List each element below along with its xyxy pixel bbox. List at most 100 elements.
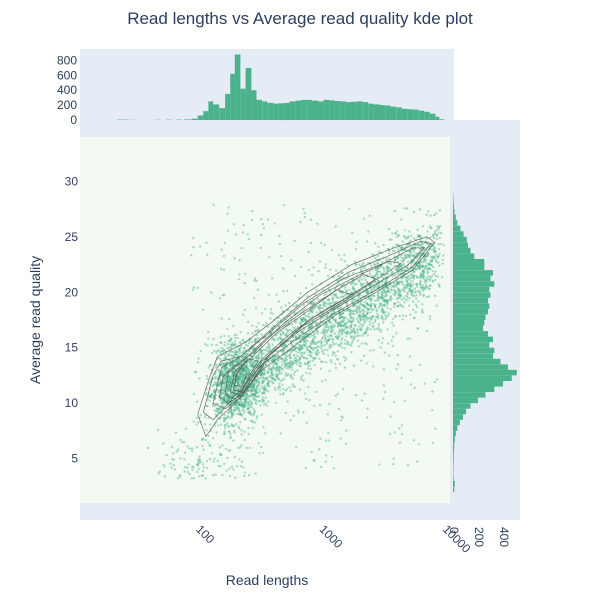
scatter-point [259, 404, 261, 406]
scatter-point [242, 231, 244, 233]
scatter-point [175, 432, 177, 434]
scatter-point [314, 357, 316, 359]
scatter-point [229, 449, 231, 451]
scatter-point [267, 342, 269, 344]
scatter-point [333, 319, 335, 321]
scatter-point [390, 263, 392, 265]
scatter-point [397, 292, 399, 294]
scatter-point [426, 296, 428, 298]
scatter-point [243, 412, 245, 414]
scatter-point [254, 472, 256, 474]
scatter-point [200, 414, 202, 416]
scatter-point [221, 373, 223, 375]
scatter-point [324, 294, 326, 296]
scatter-point [367, 334, 369, 336]
scatter-point [305, 372, 307, 374]
top-histogram-bar [385, 106, 391, 121]
scatter-point [251, 210, 253, 212]
scatter-point [248, 433, 250, 435]
scatter-point [287, 362, 289, 364]
scatter-point [280, 337, 282, 339]
scatter-point [209, 423, 211, 425]
scatter-point [425, 262, 427, 264]
scatter-point [251, 324, 253, 326]
scatter-point [384, 352, 386, 354]
scatter-point [226, 347, 228, 349]
scatter-point [319, 438, 321, 440]
scatter-point [274, 222, 276, 224]
scatter-point [426, 330, 428, 332]
scatter-point [307, 367, 309, 369]
scatter-point [260, 446, 262, 448]
scatter-point [307, 386, 309, 388]
scatter-point [209, 458, 211, 460]
scatter-point [219, 351, 221, 353]
scatter-point [429, 284, 431, 286]
scatter-point [343, 356, 345, 358]
scatter-point [197, 361, 199, 363]
scatter-point [369, 320, 371, 322]
scatter-point [376, 309, 378, 311]
scatter-point [230, 436, 232, 438]
scatter-point [391, 322, 393, 324]
scatter-point [254, 277, 256, 279]
scatter-point [243, 224, 245, 226]
scatter-point [369, 323, 371, 325]
top-histogram-bar [198, 116, 204, 121]
scatter-point [401, 257, 403, 259]
scatter-point [188, 463, 190, 465]
scatter-point [418, 443, 420, 445]
scatter-point [407, 261, 409, 263]
scatter-point [197, 357, 199, 359]
scatter-point [229, 416, 231, 418]
scatter-point [386, 265, 388, 267]
scatter-point [433, 248, 435, 250]
top-histogram-bar [191, 119, 197, 120]
scatter-point [229, 385, 231, 387]
scatter-point [254, 421, 256, 423]
scatter-point [323, 353, 325, 355]
scatter-point [367, 230, 369, 232]
scatter-point [419, 244, 421, 246]
scatter-point [396, 236, 398, 238]
scatter-point [284, 360, 286, 362]
x-axis-label: Read lengths [226, 572, 309, 588]
right-histogram-bar [453, 226, 461, 232]
scatter-point [199, 245, 201, 247]
scatter-point [397, 248, 399, 250]
scatter-point [362, 312, 364, 314]
top-histogram-bar [203, 111, 208, 120]
right-histogram-bar [453, 431, 456, 437]
scatter-point [327, 335, 329, 337]
top-histogram-bar [424, 112, 430, 120]
right-histogram-bar [453, 320, 484, 326]
scatter-point [286, 332, 288, 334]
scatter-point [344, 342, 346, 344]
scatter-point [307, 340, 309, 342]
scatter-point [352, 313, 354, 315]
scatter-point [278, 235, 280, 237]
scatter-point [346, 303, 348, 305]
scatter-point [299, 221, 301, 223]
scatter-point [298, 344, 300, 346]
scatter-point [351, 232, 353, 234]
scatter-point [304, 392, 306, 394]
scatter-point [216, 431, 218, 433]
scatter-point [261, 393, 263, 395]
top-histogram-bar [318, 101, 323, 120]
scatter-point [414, 287, 416, 289]
scatter-point [418, 290, 420, 292]
scatter-point [255, 391, 257, 393]
scatter-point [302, 208, 304, 210]
scatter-point [223, 397, 225, 399]
scatter-point [193, 286, 195, 288]
scatter-point [408, 285, 410, 287]
scatter-point [393, 457, 395, 459]
scatter-point [228, 318, 230, 320]
scatter-point [335, 343, 337, 345]
scatter-point [340, 324, 342, 326]
scatter-point [177, 477, 179, 479]
scatter-point [377, 299, 379, 301]
scatter-point [385, 311, 387, 313]
